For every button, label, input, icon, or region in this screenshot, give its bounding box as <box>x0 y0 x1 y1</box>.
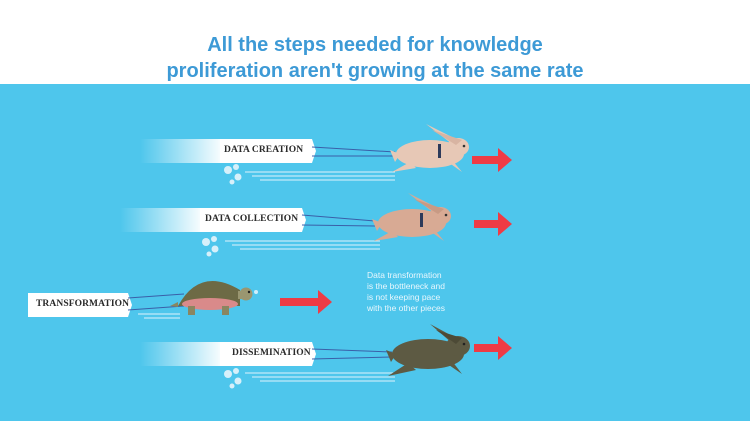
dust-puff-icon <box>224 368 242 389</box>
red-arrow-icon <box>280 290 332 314</box>
step-label-transformation: TRANSFORMATION <box>36 299 130 309</box>
label-banner <box>220 139 316 163</box>
dust-puff-icon <box>224 164 242 185</box>
note-line: Data transformation <box>367 270 442 280</box>
dust-puff-icon <box>202 236 219 257</box>
title-line-2: proliferation aren't growing at the same… <box>166 60 584 82</box>
tortoise-icon <box>170 281 258 315</box>
label-banner <box>220 342 316 366</box>
step-label-data-collection: DATA COLLECTION <box>205 214 299 224</box>
bottleneck-note: Data transformation is the bottleneck an… <box>367 270 487 314</box>
motion-lines <box>245 171 395 181</box>
motion-lines <box>225 240 380 250</box>
note-line: is not keeping pace <box>367 292 441 302</box>
motion-lines <box>138 313 180 319</box>
step-data-creation <box>140 124 512 185</box>
note-line: with the other pieces <box>367 303 445 313</box>
step-transformation <box>28 281 332 319</box>
speed-trail <box>120 208 200 232</box>
rabbit-icon <box>390 124 469 172</box>
rabbit-icon <box>386 324 470 376</box>
rabbit-icon <box>372 193 451 241</box>
title-area: All the steps needed for knowledge proli… <box>0 0 750 84</box>
step-data-collection <box>120 193 512 257</box>
label-banner <box>200 208 306 232</box>
step-label-data-creation: DATA CREATION <box>224 145 304 155</box>
leash-lines <box>311 146 396 157</box>
leash-lines <box>127 293 185 311</box>
motion-lines <box>245 372 395 382</box>
leash-lines <box>301 214 376 227</box>
label-banner <box>28 293 132 317</box>
note-line: is the bottleneck and <box>367 281 445 291</box>
diagram-graphics <box>28 124 512 389</box>
red-arrow-icon <box>474 212 512 236</box>
step-dissemination <box>140 324 512 389</box>
red-arrow-icon <box>472 148 512 172</box>
red-arrow-icon <box>474 336 512 360</box>
leash-lines <box>311 348 393 360</box>
diagram-scene: DATA CREATION DATA COLLECTION TRANSFORMA… <box>0 84 750 421</box>
title-line-1: All the steps needed for knowledge <box>207 34 543 56</box>
speed-trail <box>140 139 220 163</box>
speed-trail <box>140 342 220 366</box>
step-label-dissemination: DISSEMINATION <box>232 348 311 358</box>
